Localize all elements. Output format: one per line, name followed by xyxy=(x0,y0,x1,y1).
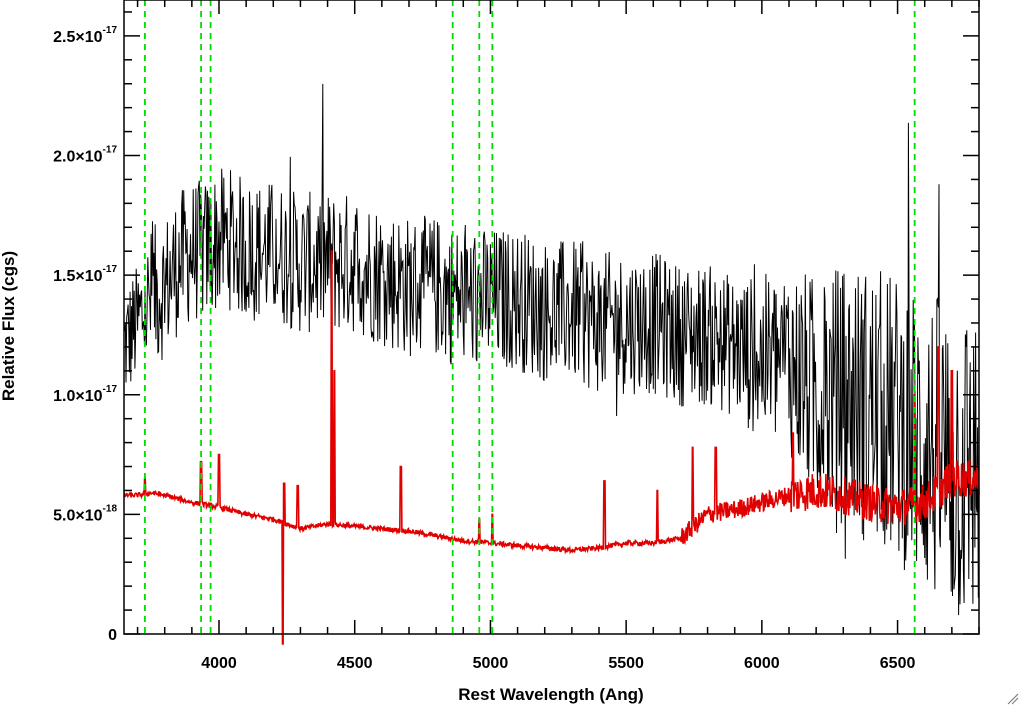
plot-content xyxy=(123,0,980,645)
series-0-line xyxy=(123,83,980,616)
y-axis-label: Relative Flux (cgs) xyxy=(0,251,18,401)
tick-labels: 4000 4500 5000 5500 6000 6500 0 5.0×10-18 1.0×10… xyxy=(53,25,915,672)
axis-ticks xyxy=(124,0,980,635)
series-1-line xyxy=(123,250,980,645)
x-tick-label: 5500 xyxy=(608,655,644,672)
y-tick-label: 5.0×10-18 xyxy=(53,503,117,524)
x-tick-label: 6500 xyxy=(880,655,916,672)
x-axis-label: Rest Wavelength (Ang) xyxy=(458,685,643,704)
x-tick-label: 6000 xyxy=(744,655,780,672)
x-tick-label: 4500 xyxy=(337,655,373,672)
plot-frame xyxy=(123,0,980,635)
y-tick-label: 1.0×10-17 xyxy=(53,384,117,405)
series-1 xyxy=(123,250,980,645)
y-tick-label: 2.0×10-17 xyxy=(53,145,117,166)
x-tick-label: 5000 xyxy=(473,655,509,672)
series-0 xyxy=(123,83,980,616)
reference-lines xyxy=(143,0,916,634)
resize-grip-icon xyxy=(1007,693,1019,705)
y-tick-label: 1.5×10-17 xyxy=(53,264,117,285)
x-tick-label: 4000 xyxy=(201,655,237,672)
y-tick-label: 0 xyxy=(108,627,117,644)
y-tick-label: 2.5×10-17 xyxy=(53,25,117,46)
